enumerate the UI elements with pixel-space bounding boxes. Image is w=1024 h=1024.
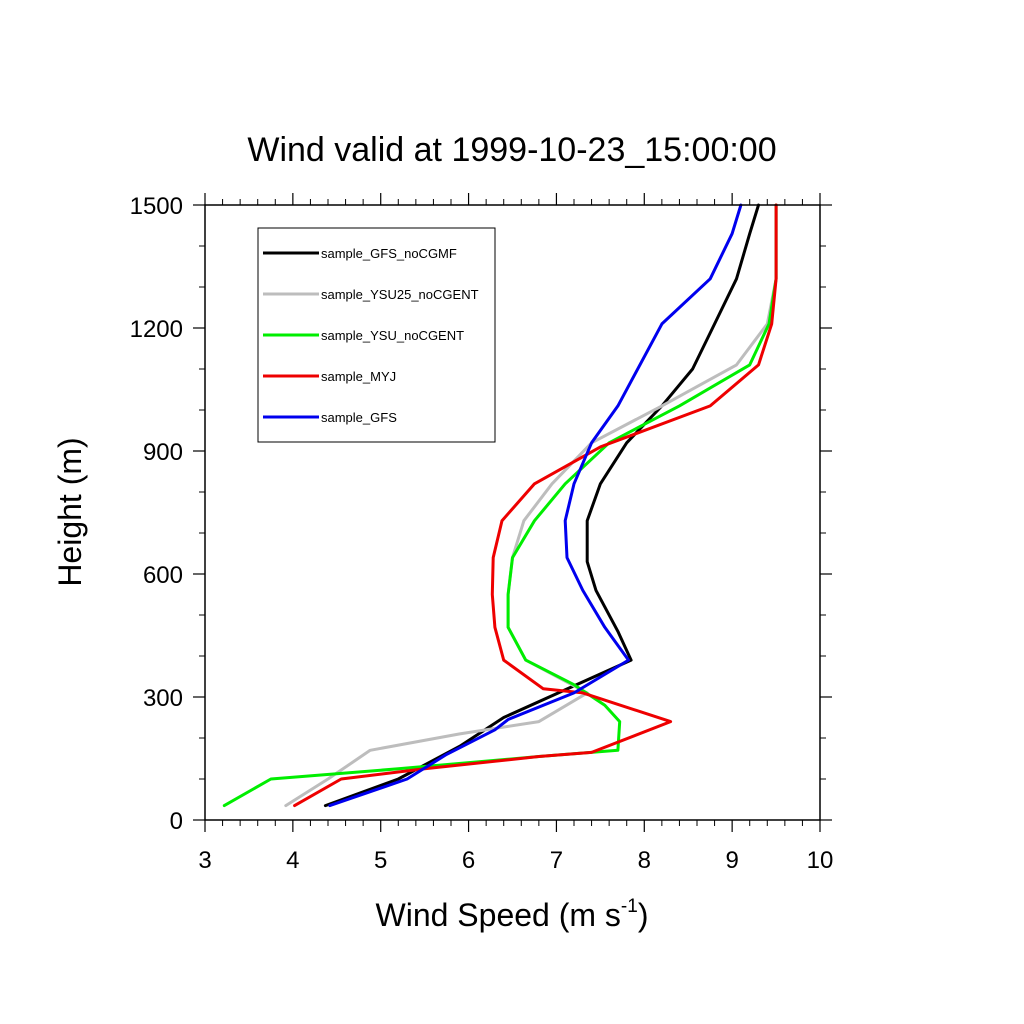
- y-tick-label: 0: [170, 808, 183, 835]
- plot-frame: [204, 204, 821, 821]
- legend-label: sample_YSU_noCGENT: [321, 328, 464, 343]
- x-tick-label: 9: [725, 847, 738, 874]
- legend-label: sample_MYJ: [321, 369, 396, 384]
- x-axis-label-main: Wind Speed (m s: [376, 897, 621, 933]
- x-tick-label: 3: [198, 847, 211, 874]
- legend-label: sample_YSU25_noCGENT: [321, 287, 479, 302]
- x-axis-label-superscript: -1: [621, 896, 638, 917]
- chart-title: Wind valid at 1999-10-23_15:00:00: [247, 131, 776, 169]
- axis-ticks: [193, 193, 832, 832]
- series-lines: [222, 203, 778, 808]
- series-line-sample-gfs: [328, 203, 743, 808]
- x-tick-label: 5: [374, 847, 387, 874]
- x-tick-label: 6: [462, 847, 475, 874]
- legend-label: sample_GFS_noCGMF: [321, 246, 457, 261]
- x-tick-label: 7: [550, 847, 563, 874]
- y-tick-label: 300: [143, 685, 183, 712]
- y-tick-label: 1500: [130, 193, 183, 220]
- y-tick-label: 900: [143, 439, 183, 466]
- x-axis-label: Wind Speed (m s-1): [376, 896, 649, 933]
- x-axis-label-close: ): [638, 897, 649, 933]
- x-tick-label: 8: [638, 847, 651, 874]
- series-line-sample-gfs-nocgmf: [323, 203, 760, 808]
- legend: sample_GFS_noCGMF sample_YSU25_noCGENTsam…: [257, 227, 496, 443]
- tick-labels: 3 4 5 6 7 8 9 10 0 300 600 900 1200 1500: [130, 193, 834, 874]
- x-tick-label: 10: [807, 847, 834, 874]
- y-tick-label: 600: [143, 562, 183, 589]
- legend-label: sample_GFS: [321, 410, 397, 425]
- y-tick-label: 1200: [130, 316, 183, 343]
- x-tick-label: 4: [286, 847, 299, 874]
- y-axis-label: Height (m): [52, 437, 88, 586]
- series-line-sample-myj: [293, 203, 778, 808]
